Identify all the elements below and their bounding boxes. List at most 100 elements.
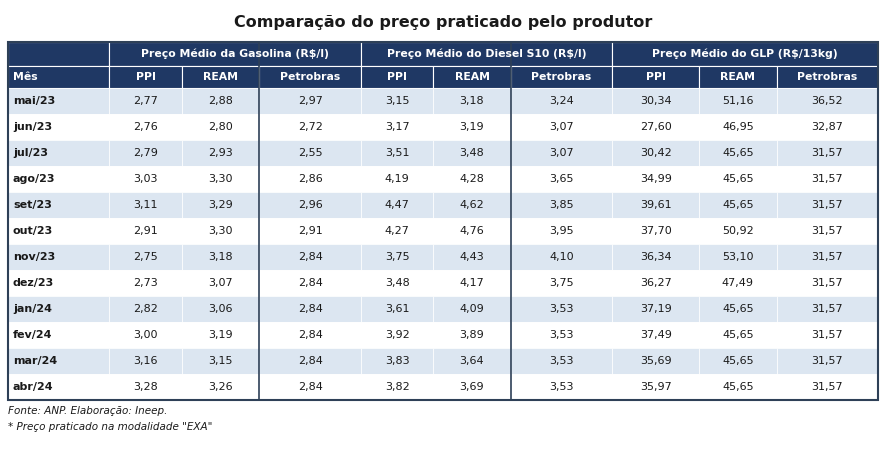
Text: 3,19: 3,19 xyxy=(208,330,233,340)
Text: 3,03: 3,03 xyxy=(134,174,158,184)
Text: 3,53: 3,53 xyxy=(549,304,573,314)
Bar xyxy=(612,42,878,66)
Text: 47,49: 47,49 xyxy=(722,278,754,288)
Text: PPI: PPI xyxy=(646,72,665,82)
Text: ago/23: ago/23 xyxy=(13,174,56,184)
Text: 3,00: 3,00 xyxy=(134,330,158,340)
Text: 3,75: 3,75 xyxy=(549,278,574,288)
Bar xyxy=(776,270,878,296)
Bar xyxy=(182,166,260,192)
Bar xyxy=(776,244,878,270)
Bar xyxy=(260,218,361,244)
Bar xyxy=(699,270,776,296)
Text: 45,65: 45,65 xyxy=(722,174,754,184)
Text: 31,57: 31,57 xyxy=(812,200,843,210)
Text: 3,95: 3,95 xyxy=(549,226,574,236)
Text: 34,99: 34,99 xyxy=(640,174,672,184)
Text: 2,84: 2,84 xyxy=(298,304,323,314)
Text: 37,19: 37,19 xyxy=(640,304,672,314)
Bar xyxy=(182,374,260,400)
Bar xyxy=(182,88,260,114)
Bar xyxy=(776,114,878,140)
Text: 3,24: 3,24 xyxy=(549,96,574,106)
Text: REAM: REAM xyxy=(203,72,238,82)
Text: 36,27: 36,27 xyxy=(640,278,672,288)
Bar xyxy=(776,166,878,192)
Text: Preço Médio do GLP (R$/13kg): Preço Médio do GLP (R$/13kg) xyxy=(652,49,838,59)
Text: 2,84: 2,84 xyxy=(298,382,323,392)
Bar xyxy=(433,244,510,270)
Bar xyxy=(612,296,699,322)
Bar xyxy=(699,140,776,166)
Text: 2,96: 2,96 xyxy=(298,200,323,210)
Bar xyxy=(361,348,433,374)
Text: 3,92: 3,92 xyxy=(385,330,409,340)
Bar xyxy=(260,296,361,322)
Bar xyxy=(182,296,260,322)
Text: nov/23: nov/23 xyxy=(13,252,55,262)
Bar xyxy=(612,218,699,244)
Bar xyxy=(510,192,612,218)
Bar xyxy=(361,42,612,66)
Bar xyxy=(361,374,433,400)
Text: 3,89: 3,89 xyxy=(460,330,485,340)
Bar xyxy=(110,374,182,400)
Text: 45,65: 45,65 xyxy=(722,356,754,366)
Bar xyxy=(8,348,110,374)
Bar xyxy=(433,374,510,400)
Bar xyxy=(699,88,776,114)
Bar xyxy=(260,88,361,114)
Bar xyxy=(776,140,878,166)
Bar xyxy=(110,244,182,270)
Bar xyxy=(612,374,699,400)
Text: REAM: REAM xyxy=(720,72,756,82)
Text: 31,57: 31,57 xyxy=(812,330,843,340)
Text: 4,19: 4,19 xyxy=(385,174,409,184)
Bar xyxy=(110,42,361,66)
Text: mai/23: mai/23 xyxy=(13,96,55,106)
Bar xyxy=(182,270,260,296)
Bar xyxy=(612,114,699,140)
Text: 3,51: 3,51 xyxy=(385,148,409,158)
Text: 4,27: 4,27 xyxy=(385,226,409,236)
Text: 2,84: 2,84 xyxy=(298,278,323,288)
Bar xyxy=(433,66,510,88)
Text: 31,57: 31,57 xyxy=(812,226,843,236)
Bar xyxy=(260,66,361,88)
Bar xyxy=(361,88,433,114)
Text: fev/24: fev/24 xyxy=(13,330,52,340)
Text: 39,61: 39,61 xyxy=(640,200,672,210)
Bar xyxy=(260,166,361,192)
Bar xyxy=(510,66,612,88)
Bar xyxy=(110,322,182,348)
Text: 31,57: 31,57 xyxy=(812,304,843,314)
Text: 3,26: 3,26 xyxy=(208,382,233,392)
Bar xyxy=(8,42,110,66)
Text: 30,42: 30,42 xyxy=(640,148,672,158)
Bar xyxy=(612,66,699,88)
Bar xyxy=(433,218,510,244)
Text: 3,69: 3,69 xyxy=(460,382,485,392)
Text: 2,93: 2,93 xyxy=(208,148,233,158)
Bar xyxy=(510,166,612,192)
Bar xyxy=(8,270,110,296)
Bar xyxy=(8,42,878,400)
Text: 3,29: 3,29 xyxy=(208,200,233,210)
Bar xyxy=(260,244,361,270)
Bar xyxy=(260,322,361,348)
Bar xyxy=(110,166,182,192)
Text: abr/24: abr/24 xyxy=(13,382,54,392)
Bar xyxy=(699,218,776,244)
Text: 3,17: 3,17 xyxy=(385,122,409,132)
Bar xyxy=(776,88,878,114)
Text: 36,52: 36,52 xyxy=(812,96,843,106)
Text: 2,91: 2,91 xyxy=(298,226,323,236)
Text: 4,09: 4,09 xyxy=(460,304,485,314)
Bar xyxy=(8,114,110,140)
Text: jul/23: jul/23 xyxy=(13,148,48,158)
Text: 31,57: 31,57 xyxy=(812,174,843,184)
Text: 2,77: 2,77 xyxy=(133,96,159,106)
Bar xyxy=(699,66,776,88)
Bar xyxy=(510,244,612,270)
Text: 3,30: 3,30 xyxy=(208,174,233,184)
